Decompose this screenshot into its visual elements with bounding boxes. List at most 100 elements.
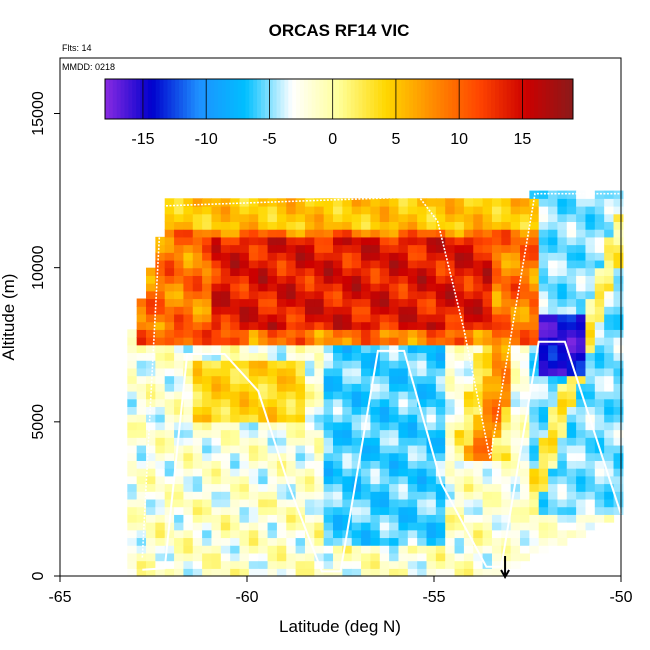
colorbar-segment [397,79,402,119]
heatmap-cell [566,437,577,446]
heatmap-cell [361,352,372,361]
heatmap-cell [155,483,166,492]
heatmap-cell [548,529,559,539]
heatmap-cell [407,367,418,377]
heatmap-cell [295,475,306,485]
heatmap-cell [183,468,194,477]
heatmap-cell [295,206,306,215]
heatmap-cell [482,337,493,346]
heatmap-cell [491,290,502,300]
heatmap-cell [136,529,147,539]
heatmap-cell [454,375,465,384]
heatmap-cell [576,190,587,199]
heatmap-cell [155,313,166,323]
heatmap-cell [192,290,203,300]
heatmap-cell [407,414,418,423]
heatmap-cell [435,545,446,554]
heatmap-cell [248,206,259,215]
heatmap-cell [417,229,428,238]
heatmap-cell [342,398,353,408]
heatmap-cell [351,560,362,569]
heatmap-cell [276,329,287,338]
heatmap-cell [557,306,568,315]
heatmap-cell [557,259,568,269]
heatmap-cell [323,398,334,408]
heatmap-cell [323,437,334,446]
heatmap-cell [323,321,334,330]
heatmap-cell [230,468,241,477]
heatmap-cell [529,529,540,539]
heatmap-cell [361,522,372,531]
heatmap-cell [491,429,502,438]
heatmap-cell [557,344,568,354]
heatmap-cell [538,514,549,523]
heatmap-cell [239,221,250,230]
heatmap-cell [258,414,269,423]
heatmap-cell [333,437,343,446]
heatmap-cell [576,259,587,269]
heatmap-cell [566,275,577,284]
heatmap-cell [351,198,362,207]
heatmap-cell [529,514,540,523]
heatmap-cell [473,421,484,431]
heatmap-cell [604,198,615,207]
heatmap-cell [389,452,400,461]
heatmap-cell [258,568,269,577]
heatmap-cell [351,236,362,246]
heatmap-cell [295,267,306,276]
heatmap-cell [239,506,250,515]
heatmap-cell [183,244,194,253]
heatmap-cell [351,244,362,253]
heatmap-cell [529,344,540,354]
heatmap-cell [220,298,231,307]
colorbar-segment [284,79,289,119]
heatmap-cell [510,383,521,392]
heatmap-cell [613,437,624,446]
heatmap-cell [566,483,577,492]
heatmap-cell [267,444,278,454]
heatmap-cell [398,213,409,223]
heatmap-cell [407,267,418,276]
colorbar-segment [405,79,410,119]
heatmap-cell [585,491,596,500]
heatmap-cell [211,491,222,500]
heatmap-cell [613,198,624,207]
heatmap-cell [557,537,568,546]
heatmap-cell [239,306,250,315]
heatmap-cell [435,406,446,415]
heatmap-cell [192,483,203,492]
heatmap-cell [342,568,353,577]
heatmap-cell [510,244,521,253]
heatmap-cell [286,383,297,392]
heatmap-cell [342,444,353,454]
heatmap-cell [174,529,185,539]
heatmap-cell [258,545,269,554]
heatmap-cell [417,213,428,223]
heatmap-cell [501,406,512,415]
heatmap-cell [295,468,306,477]
heatmap-cell [398,383,409,392]
heatmap-cell [407,429,418,438]
heatmap-cell [501,522,512,531]
heatmap-cell [613,306,624,315]
heatmap-cell [491,306,502,315]
heatmap-cell [136,321,147,330]
heatmap-cell [286,506,297,515]
heatmap-cell [361,213,372,223]
heatmap-cell [314,537,325,546]
heatmap-cell [286,545,297,554]
heatmap-cell [127,391,138,400]
heatmap-cell [491,498,502,508]
heatmap-cell [463,206,474,215]
heatmap-cell [398,337,409,346]
heatmap-cell [323,367,334,377]
heatmap-cell [192,244,203,253]
colorbar-tick-label: 10 [450,131,468,148]
heatmap-cell [192,252,203,261]
heatmap-cell [435,429,446,438]
heatmap-cell [230,506,241,515]
heatmap-cell [594,337,605,346]
heatmap-cell [473,468,484,477]
heatmap-cell [379,229,390,238]
heatmap-cell [370,391,381,400]
